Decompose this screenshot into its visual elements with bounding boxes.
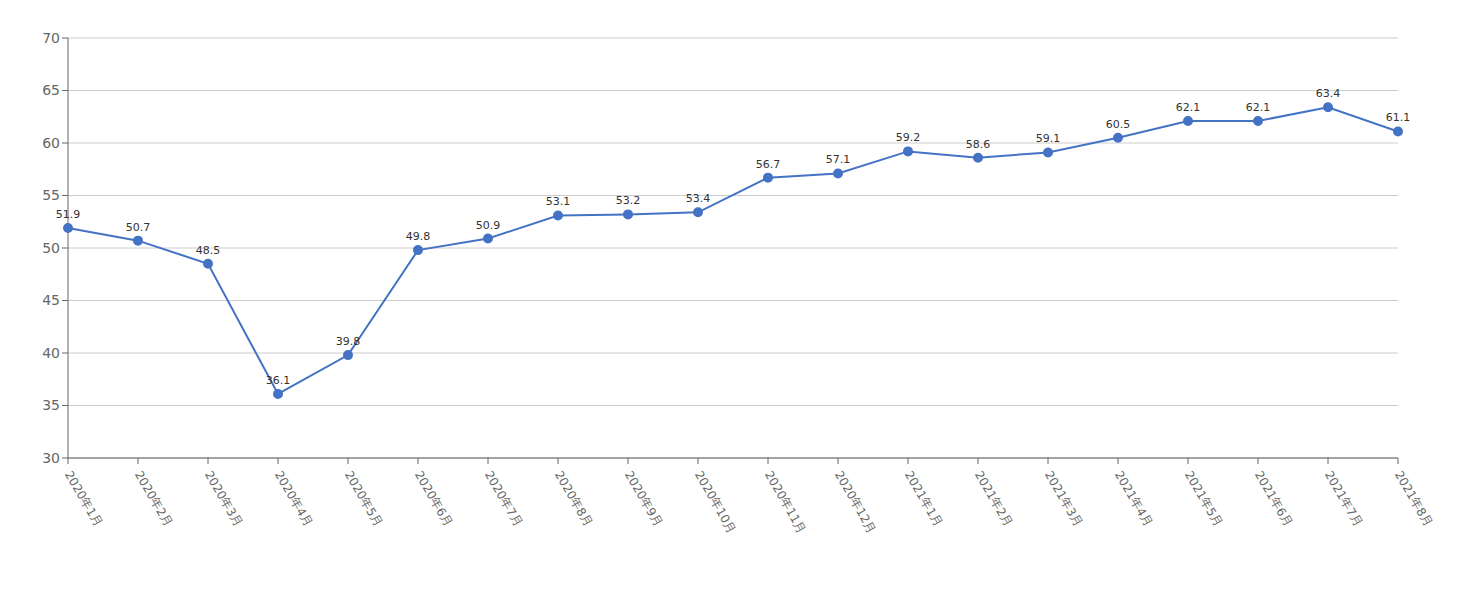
svg-text:2020年10月: 2020年10月: [692, 469, 739, 536]
svg-text:50: 50: [42, 240, 60, 256]
svg-text:51.9: 51.9: [56, 208, 81, 221]
svg-text:2020年11月: 2020年11月: [762, 469, 809, 536]
svg-text:60.5: 60.5: [1106, 118, 1131, 131]
svg-text:59.1: 59.1: [1036, 132, 1061, 145]
svg-text:53.4: 53.4: [686, 192, 711, 205]
svg-text:60: 60: [42, 135, 60, 151]
svg-text:62.1: 62.1: [1176, 101, 1201, 114]
svg-text:58.6: 58.6: [966, 138, 991, 151]
svg-text:56.7: 56.7: [756, 158, 781, 171]
svg-text:40: 40: [42, 345, 60, 361]
svg-text:2020年4月: 2020年4月: [272, 469, 315, 530]
svg-text:45: 45: [42, 292, 60, 308]
svg-text:36.1: 36.1: [266, 374, 291, 387]
svg-text:2020年5月: 2020年5月: [342, 469, 385, 530]
svg-text:53.1: 53.1: [546, 195, 571, 208]
svg-text:63.4: 63.4: [1316, 87, 1341, 100]
svg-text:65: 65: [42, 82, 60, 98]
svg-text:2021年6月: 2021年6月: [1252, 469, 1295, 530]
svg-text:48.5: 48.5: [196, 244, 221, 257]
svg-text:2020年7月: 2020年7月: [482, 469, 525, 530]
svg-text:59.2: 59.2: [896, 131, 921, 144]
svg-text:2021年2月: 2021年2月: [972, 469, 1015, 530]
svg-text:30: 30: [42, 450, 60, 466]
svg-text:70: 70: [42, 30, 60, 46]
svg-text:62.1: 62.1: [1246, 101, 1271, 114]
svg-text:61.1: 61.1: [1386, 111, 1411, 124]
svg-text:2020年3月: 2020年3月: [202, 469, 245, 530]
svg-text:2020年1月: 2020年1月: [62, 469, 105, 530]
svg-text:49.8: 49.8: [406, 230, 431, 243]
svg-text:2020年6月: 2020年6月: [412, 469, 455, 530]
svg-text:39.8: 39.8: [336, 335, 361, 348]
svg-text:53.2: 53.2: [616, 194, 641, 207]
svg-text:2021年7月: 2021年7月: [1322, 469, 1365, 530]
svg-text:50.7: 50.7: [126, 221, 151, 234]
svg-text:2021年1月: 2021年1月: [902, 469, 945, 530]
svg-text:57.1: 57.1: [826, 153, 851, 166]
svg-text:2021年8月: 2021年8月: [1392, 469, 1435, 530]
svg-text:50.9: 50.9: [476, 219, 501, 232]
svg-text:55: 55: [42, 187, 60, 203]
svg-text:2021年3月: 2021年3月: [1042, 469, 1085, 530]
svg-text:2021年5月: 2021年5月: [1182, 469, 1225, 530]
svg-text:2020年8月: 2020年8月: [552, 469, 595, 530]
svg-text:2020年2月: 2020年2月: [132, 469, 175, 530]
svg-text:2021年4月: 2021年4月: [1112, 469, 1155, 530]
svg-text:2020年9月: 2020年9月: [622, 469, 665, 530]
svg-text:35: 35: [42, 397, 60, 413]
svg-text:2020年12月: 2020年12月: [832, 469, 879, 536]
